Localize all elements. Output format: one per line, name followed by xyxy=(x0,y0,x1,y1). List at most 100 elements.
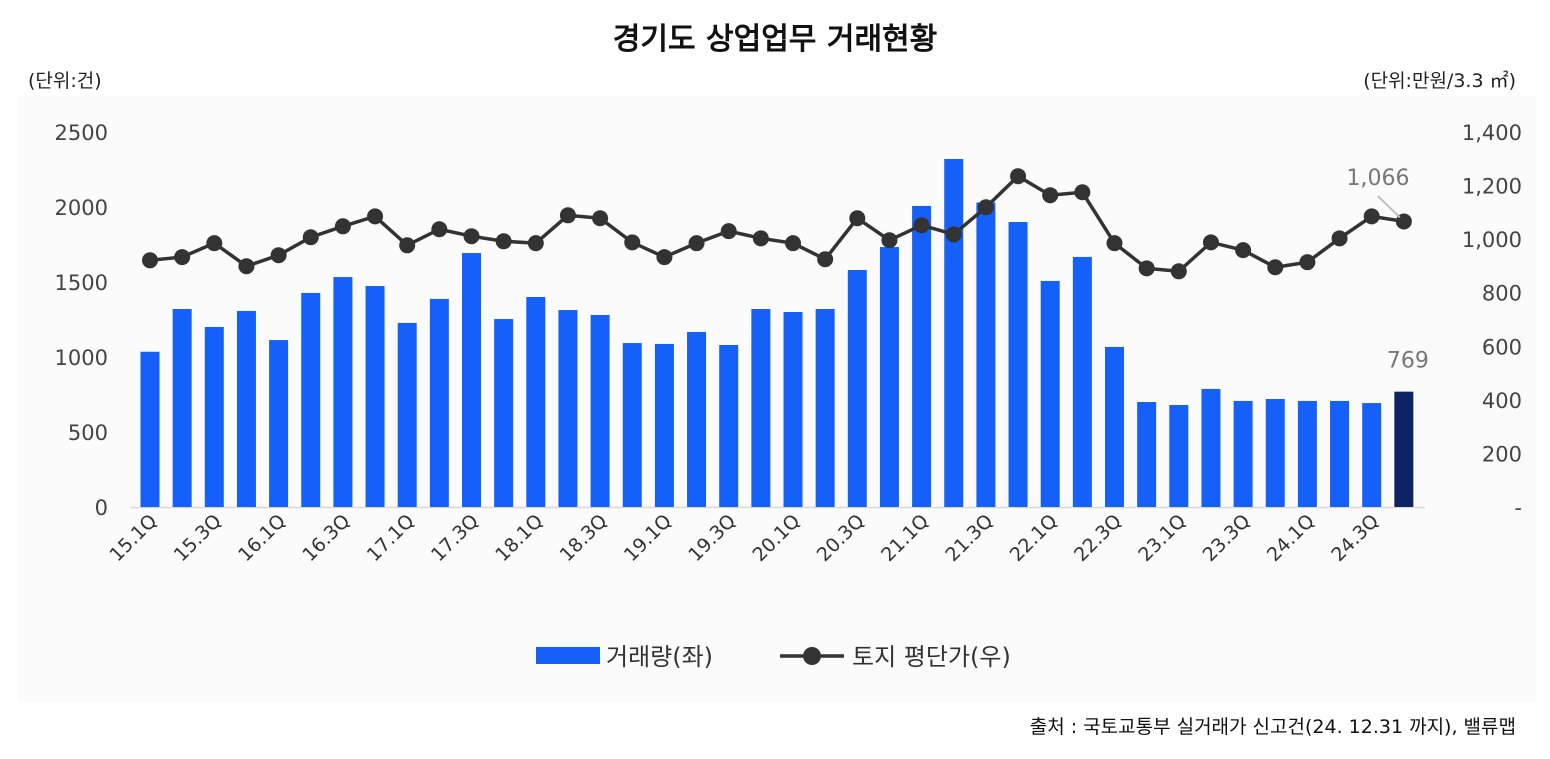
x-axis-tick: 24.3Q xyxy=(1327,510,1383,566)
right-axis-tick: - xyxy=(1514,496,1522,520)
left-axis-tick: 2000 xyxy=(55,196,108,220)
line-point xyxy=(238,258,255,275)
line-point xyxy=(142,252,158,269)
legend-bar-swatch xyxy=(536,647,600,664)
bar xyxy=(236,310,256,507)
line-point xyxy=(752,230,769,247)
right-axis-tick: 1,200 xyxy=(1462,175,1522,199)
x-axis-tick: 23.3Q xyxy=(1199,510,1255,566)
legend-line-label: 토지 평단가(우) xyxy=(852,643,1011,671)
line-point xyxy=(527,235,544,252)
price-line xyxy=(149,174,1405,274)
line-point xyxy=(495,233,512,250)
left-axis-tick: 0 xyxy=(95,496,108,520)
bar xyxy=(1072,256,1092,507)
bar xyxy=(976,202,996,507)
line-point xyxy=(817,251,834,268)
bar-data-label: 769 xyxy=(1387,349,1429,374)
bar xyxy=(815,309,835,507)
label-leader-line xyxy=(1377,195,1401,219)
bar xyxy=(1297,400,1317,507)
x-axis-tick: 17.3Q xyxy=(427,510,483,566)
x-axis-tick: 23.1Q xyxy=(1134,510,1190,566)
line-point xyxy=(1235,242,1252,259)
line-data-label: 1,066 xyxy=(1347,166,1410,191)
line-point xyxy=(945,226,962,243)
line-point xyxy=(431,221,448,238)
line-point xyxy=(977,199,994,216)
x-axis-tick: 22.3Q xyxy=(1070,510,1126,566)
bar xyxy=(783,312,803,507)
bar xyxy=(1330,400,1350,507)
left-axis-tick: 1000 xyxy=(55,346,108,370)
line-point xyxy=(1010,168,1027,185)
x-axis-tick: 18.3Q xyxy=(556,510,612,566)
bar xyxy=(622,343,642,507)
line-point xyxy=(1267,259,1284,276)
line-point xyxy=(270,247,287,264)
x-axis-tick: 24.1Q xyxy=(1263,510,1319,566)
chart-title: 경기도 상업업무 거래현황 xyxy=(612,22,938,57)
right-axis-tick: 600 xyxy=(1482,335,1522,359)
bar xyxy=(333,277,353,507)
line-point xyxy=(559,207,576,224)
right-axis-tick: 400 xyxy=(1482,389,1522,413)
bar xyxy=(751,309,771,507)
bar xyxy=(397,322,417,507)
bar xyxy=(1394,391,1414,507)
bar xyxy=(944,159,964,507)
bar xyxy=(1201,388,1221,507)
line-point xyxy=(688,235,705,252)
bar xyxy=(172,309,192,507)
bar xyxy=(494,319,514,507)
bar xyxy=(269,340,289,507)
bar xyxy=(1265,399,1285,507)
x-axis-tick: 22.1Q xyxy=(1006,510,1062,566)
bar xyxy=(719,345,739,507)
x-axis-tick: 16.1Q xyxy=(234,510,290,566)
line-point xyxy=(1074,184,1091,201)
x-axis-tick: 21.3Q xyxy=(941,510,997,566)
line-point xyxy=(1106,235,1123,252)
x-axis-tick: 20.1Q xyxy=(748,510,804,566)
x-axis-tick: 15.1Q xyxy=(105,510,161,566)
line-point xyxy=(174,249,191,266)
bar xyxy=(1105,346,1124,507)
line-point xyxy=(881,232,898,249)
left-axis-unit: (단위:건) xyxy=(28,70,102,92)
bar xyxy=(526,297,546,507)
x-axis-tick: 17.1Q xyxy=(363,510,419,566)
line-point xyxy=(367,208,384,225)
x-axis-tick: 15.3Q xyxy=(170,510,226,566)
right-axis-tick: 1,400 xyxy=(1462,121,1522,145)
bar xyxy=(1008,222,1028,507)
line-point xyxy=(334,218,351,235)
line-point xyxy=(849,210,866,227)
bar xyxy=(1040,280,1060,507)
line-point xyxy=(913,217,930,234)
line-point xyxy=(1299,254,1316,271)
legend-line-marker xyxy=(803,647,821,665)
line-point xyxy=(1331,230,1348,247)
line-point xyxy=(1138,260,1155,277)
line-point xyxy=(1202,234,1219,251)
bar xyxy=(429,298,449,507)
bar xyxy=(687,331,707,507)
line-point xyxy=(592,210,609,227)
line-point xyxy=(1363,208,1380,225)
bar xyxy=(590,315,610,507)
bar xyxy=(1362,403,1382,507)
line-point xyxy=(1042,187,1059,204)
bar xyxy=(462,253,481,507)
x-axis-tick: 20.3Q xyxy=(813,510,869,566)
bar xyxy=(365,286,385,507)
x-axis-tick: 16.3Q xyxy=(298,510,354,566)
bar xyxy=(204,327,224,507)
right-axis-tick: 800 xyxy=(1482,282,1522,306)
bar xyxy=(654,343,674,507)
line-point xyxy=(206,235,223,252)
bar xyxy=(879,247,899,508)
line-point xyxy=(624,234,641,251)
right-axis-tick: 200 xyxy=(1482,442,1522,466)
